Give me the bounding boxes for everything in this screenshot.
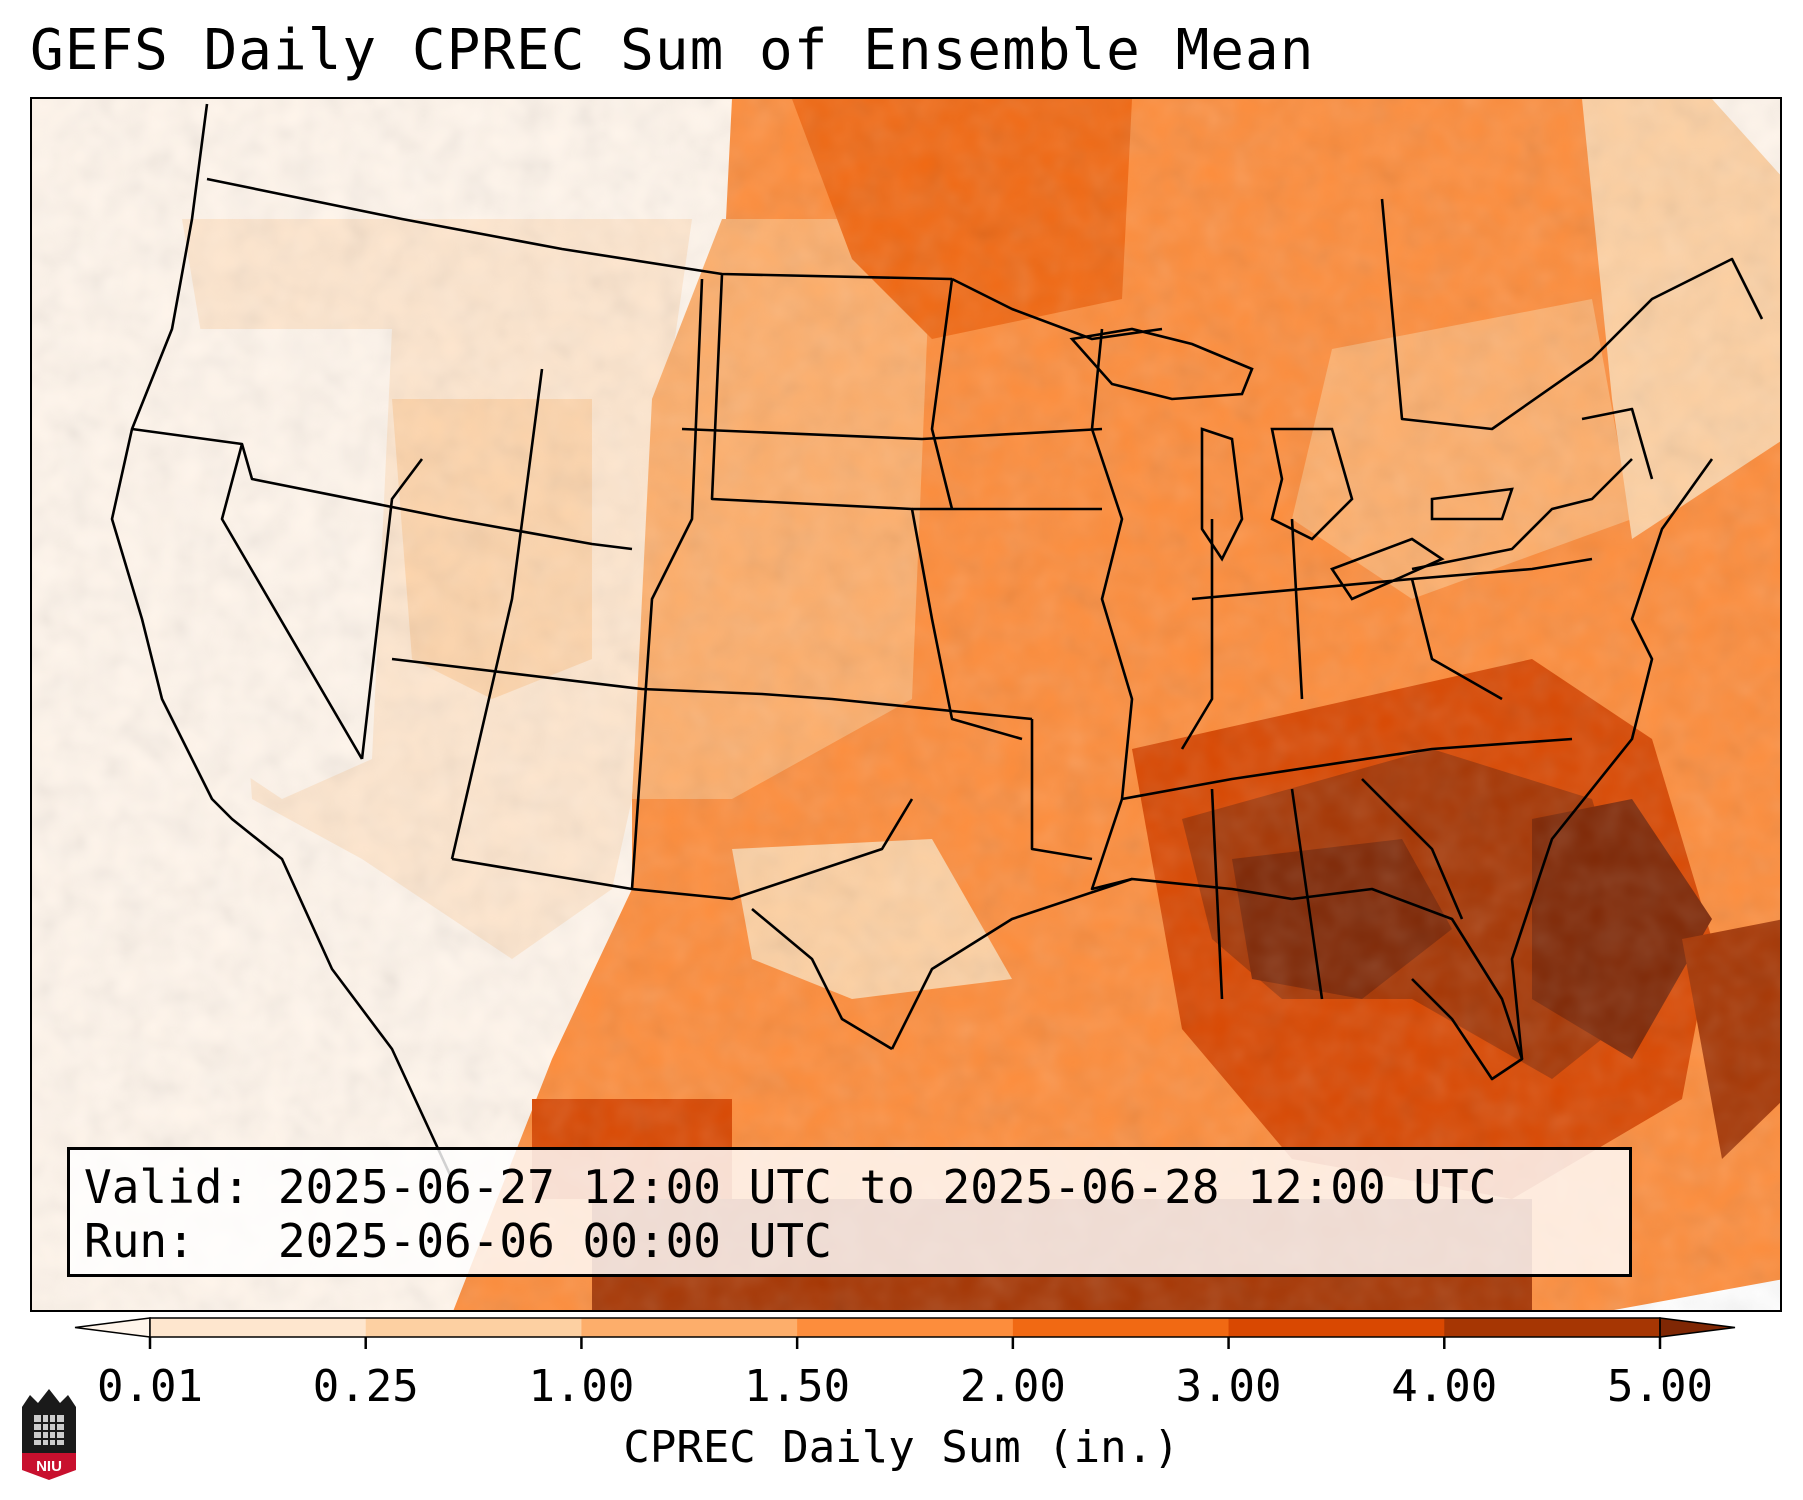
ga-sc-line — [1361, 778, 1464, 920]
canada-east — [1380, 198, 1764, 431]
wv-va-line — [1410, 578, 1503, 701]
colorbar-segment — [581, 1318, 798, 1337]
map-title: GEFS Daily CPREC Sum of Ensemble Mean — [30, 18, 1315, 83]
canada-border-mid — [951, 277, 1163, 341]
logo-text: NIU — [36, 1458, 62, 1475]
colorbar-segments — [74, 1317, 1736, 1338]
colorbar-segment — [150, 1318, 367, 1337]
rio-grande — [751, 908, 893, 1051]
colorbar-segment — [797, 1318, 1014, 1337]
colorbar-tick-label: 1.00 — [528, 1361, 635, 1412]
southwest-latitude-line — [391, 657, 1033, 721]
colorbar-tick-label: 0.25 — [312, 1361, 419, 1412]
new-england-lines — [1581, 407, 1654, 480]
al-ga-line — [1290, 788, 1324, 1000]
run-label: Run: — [84, 1214, 195, 1268]
colorbar-extend-low — [74, 1317, 151, 1338]
oh-pa-line — [1191, 557, 1593, 601]
nm-east-line — [630, 278, 704, 890]
valid-value: 2025-06-27 12:00 UTC to 2025-06-28 12:00… — [277, 1160, 1497, 1214]
in-oh-lines — [1180, 518, 1304, 750]
great-lakes — [1069, 327, 1514, 601]
tn-nc-line — [1121, 737, 1573, 801]
colorbar-tick-marks — [148, 1337, 1662, 1349]
colorbar-outline — [149, 1317, 1661, 1338]
colorbar-tick-label: 3.00 — [1175, 1361, 1282, 1412]
valid-label: Valid: — [84, 1160, 251, 1214]
colorbar-tick-label: 4.00 — [1391, 1361, 1498, 1412]
us-mexico-border — [451, 798, 914, 901]
colorbar-segment — [1012, 1318, 1230, 1337]
gulf-coast — [890, 877, 1293, 1050]
colorbar-segment — [365, 1318, 582, 1337]
run-value: 2025-06-06 00:00 UTC — [277, 1214, 832, 1268]
valid-run-box: Valid: 2025-06-27 12:00 UTC to 2025-06-2… — [67, 1147, 1632, 1277]
colorbar-tick-label: 2.00 — [959, 1361, 1066, 1412]
precipitation-map — [30, 97, 1782, 1312]
az-co-line — [450, 368, 544, 860]
lake-ontario — [1430, 487, 1514, 521]
ar-la-line — [1030, 719, 1093, 861]
ny-pa-line — [1411, 458, 1633, 571]
map-canvas — [32, 99, 1780, 1310]
canada-border-west — [206, 177, 953, 281]
colorbar — [74, 1317, 1736, 1349]
sd-ne-line — [681, 427, 1103, 441]
east-coast — [1510, 458, 1714, 1060]
florida — [1291, 887, 1524, 1081]
state-boundaries — [110, 103, 1764, 1180]
colorbar-tick-label: 1.50 — [744, 1361, 851, 1412]
colorbar-segment — [1444, 1318, 1661, 1337]
central-plains-lines — [710, 273, 1023, 741]
logo-shield-icon — [22, 1453, 76, 1480]
lake-michigan — [1200, 427, 1244, 562]
lake-superior — [1069, 327, 1254, 401]
mn-west-line — [930, 278, 954, 510]
colorbar-tick-label: 5.00 — [1607, 1361, 1713, 1412]
ut-west — [360, 458, 424, 760]
michigan-lower — [1270, 427, 1354, 541]
west-coast — [110, 103, 454, 1180]
ms-al-line — [1210, 788, 1224, 1000]
field-texture — [32, 99, 1780, 1310]
colorbar-label: CPREC Daily Sum (in.) — [623, 1422, 1180, 1473]
colorbar-extend-high — [1659, 1317, 1736, 1338]
niu-logo: NIU — [22, 1389, 76, 1480]
mississippi-river — [1090, 328, 1134, 891]
colorbar-segment — [1228, 1318, 1445, 1337]
nv-boundary — [220, 443, 364, 760]
or-ca-nv-line — [131, 427, 633, 551]
colorbar-tick-label: 0.01 — [97, 1361, 203, 1412]
lake-erie — [1330, 537, 1445, 601]
